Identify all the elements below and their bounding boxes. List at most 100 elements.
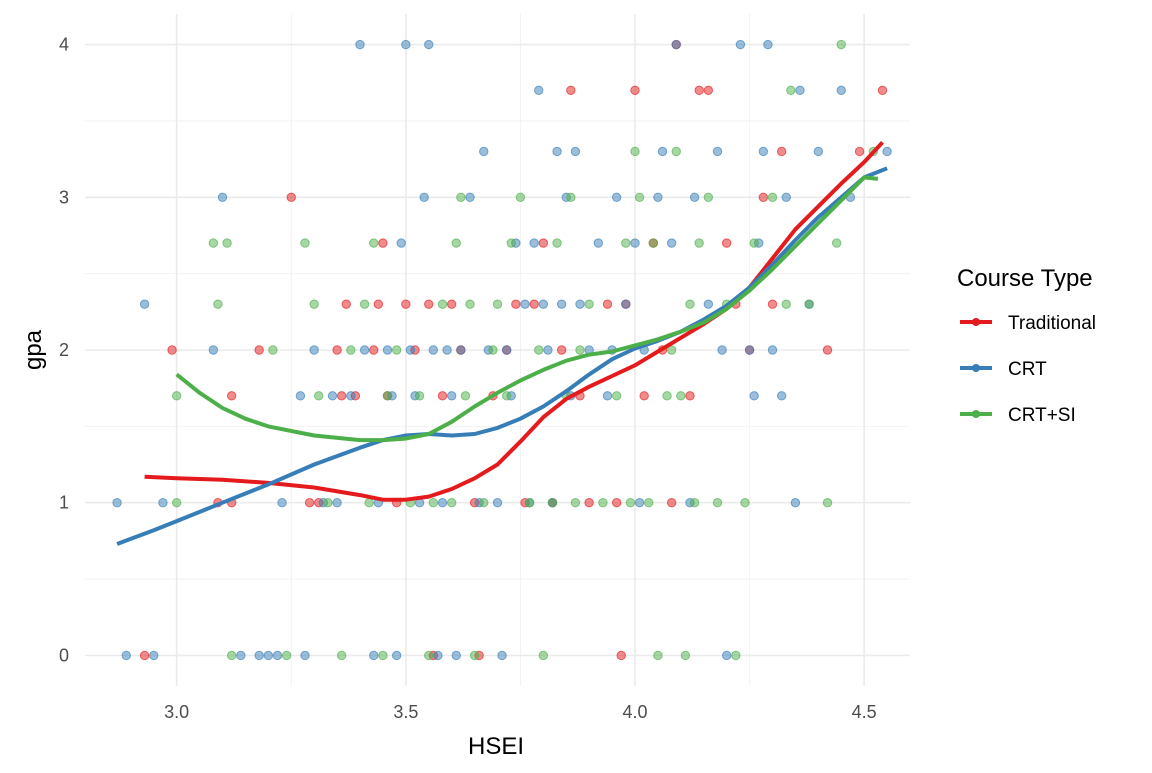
point-crt-si [666,345,677,355]
point-crt [593,238,604,248]
point-crt-si [611,391,622,401]
point-crt-si [524,498,535,508]
y-tick-label: 1 [59,493,69,513]
point-traditional [758,192,769,202]
tick-labels: 3.0 3.5 4.0 4.5 0 1 2 3 4 [59,35,877,722]
point-crt-si [469,650,480,661]
point-crt-si [671,146,681,157]
point-crt-si [213,299,223,309]
point-crt-si [268,345,278,355]
point-crt-si [346,345,356,355]
point-crt-si [492,299,503,309]
point-crt [634,498,645,508]
point-traditional [511,299,521,309]
point-crt [538,299,549,309]
point-traditional [639,391,649,401]
point-crt [139,299,150,309]
point-crt [208,345,219,355]
point-crt-si [630,146,640,157]
smooth-line-crt-si [175,175,879,443]
point-crt [369,650,379,661]
point-crt-si [451,238,461,248]
point-crt [327,391,338,401]
point-crt-si [364,498,374,508]
point-traditional [424,299,434,309]
point-crt [391,650,402,661]
point-crt [254,650,264,661]
point-crt-si [804,299,814,309]
point-crt [749,391,759,401]
point-crt-si [446,498,457,508]
point-crt [428,345,439,355]
point-crt-si [566,192,576,202]
smooth-lines [116,140,888,546]
smooth-line-crt [116,166,888,546]
point-crt [355,39,365,50]
point-traditional [373,299,384,309]
point-traditional [616,650,626,661]
point-crt-si [501,391,512,401]
point-crt-si [689,498,700,508]
point-crt-si [437,299,448,309]
point-crt-si [456,192,466,202]
point-traditional [666,498,677,508]
point-traditional [369,345,379,355]
smooth-line-traditional [144,140,884,502]
point-traditional [776,146,787,157]
point-traditional [226,391,237,401]
point-crt-si [515,192,526,202]
point-crt-si [281,650,292,661]
point-traditional [446,299,457,309]
point-crt [446,391,457,401]
legend-label: CRT+SI [1008,405,1076,426]
point-traditional [602,299,613,309]
point-crt [813,146,824,157]
point-traditional [854,146,865,157]
point-crt-si [703,192,714,202]
point-crt [346,391,356,401]
point-crt [492,498,503,508]
point-crt [158,498,168,508]
point-crt [653,192,663,202]
point-crt [149,650,159,661]
point-traditional [877,85,888,96]
y-tick-label: 3 [59,187,69,207]
point-crt-si [598,498,608,508]
point-crt-si [171,391,182,401]
y-tick-label: 0 [59,645,69,665]
point-crt [501,345,512,355]
point-crt-si [731,650,741,661]
legend-label: CRT [1008,359,1047,380]
point-crt [359,345,370,355]
point-traditional [694,85,704,96]
point-crt-si [359,299,370,309]
point-crt [382,345,393,355]
point-crt [451,650,461,661]
legend-key-dot [972,410,980,418]
point-crt-si [625,498,636,508]
point-traditional [538,238,549,248]
point-traditional [437,391,448,401]
legend-title: Course Type [957,265,1093,292]
point-crt [442,345,452,355]
point-crt [575,299,585,309]
point-crt [405,345,416,355]
point-traditional [401,299,411,309]
x-tick-label: 4.5 [852,702,877,722]
point-crt-si [171,498,182,508]
point-crt-si [767,192,778,202]
point-traditional [167,345,177,355]
point-crt [767,345,778,355]
point-crt [776,391,787,401]
point-crt [671,39,681,50]
x-tick-label: 3.5 [393,702,418,722]
point-crt-si [634,192,645,202]
point-crt-si [644,498,654,508]
point-crt [277,498,287,508]
point-traditional [286,192,296,202]
point-traditional [332,345,342,355]
point-crt-si [428,498,439,508]
point-crt [465,192,475,202]
point-crt-si [712,498,723,508]
point-crt-si [662,391,672,401]
